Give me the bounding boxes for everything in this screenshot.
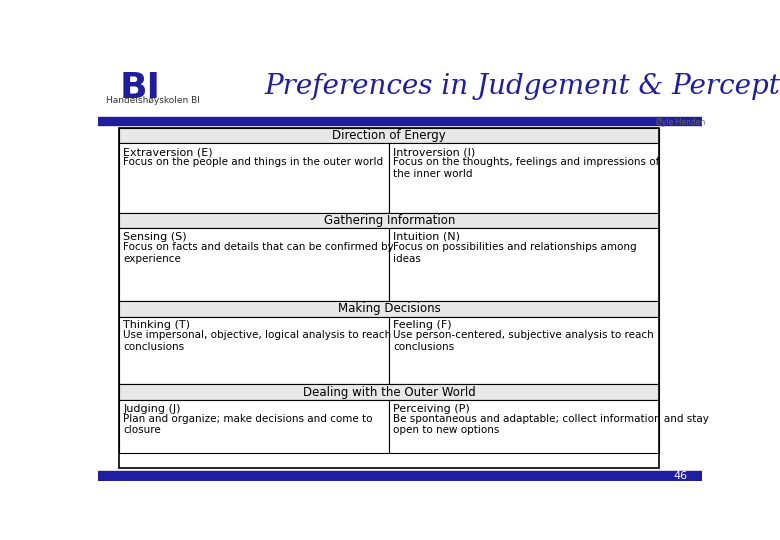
Bar (119, 143, 389, 213)
Bar (119, 400, 389, 453)
Text: Sensing (S): Sensing (S) (123, 232, 186, 242)
Text: Focus on facts and details that can be confirmed by
experience: Focus on facts and details that can be c… (123, 242, 394, 264)
Bar (119, 301, 659, 316)
Bar (389, 228, 659, 301)
Bar (389, 143, 659, 213)
Text: Judging (J): Judging (J) (123, 403, 181, 414)
Text: Øyle Henden: Øyle Henden (655, 118, 705, 127)
Text: Preferences in Judgement & Perception: Preferences in Judgement & Perception (264, 73, 780, 100)
Text: Perceiving (P): Perceiving (P) (393, 403, 470, 414)
Bar (119, 128, 659, 143)
Text: Handelshøyskolen BI: Handelshøyskolen BI (106, 97, 200, 105)
Text: Focus on the thoughts, feelings and impressions of
the inner world: Focus on the thoughts, feelings and impr… (393, 157, 660, 179)
Bar (119, 316, 389, 384)
Bar (119, 213, 659, 228)
Text: Focus on possibilities and relationships among
ideas: Focus on possibilities and relationships… (393, 242, 636, 264)
Bar (389, 400, 659, 453)
Text: Use person-centered, subjective analysis to reach
conclusions: Use person-centered, subjective analysis… (393, 330, 654, 352)
Text: Introversion (I): Introversion (I) (393, 147, 476, 157)
Text: Focus on the people and things in the outer world: Focus on the people and things in the ou… (123, 157, 383, 167)
Text: Be spontaneous and adaptable; collect information and stay
open to new options: Be spontaneous and adaptable; collect in… (393, 414, 709, 435)
Bar (119, 384, 659, 400)
Text: Feeling (F): Feeling (F) (393, 320, 452, 330)
Bar (119, 228, 389, 301)
Text: Use impersonal, objective, logical analysis to reach
conclusions: Use impersonal, objective, logical analy… (123, 330, 392, 352)
Bar (98, 117, 702, 125)
Text: Extraversion (E): Extraversion (E) (123, 147, 213, 157)
Text: Dealing with the Outer World: Dealing with the Outer World (303, 386, 476, 399)
Bar (98, 470, 702, 481)
Text: Intuition (N): Intuition (N) (393, 232, 460, 242)
Bar (98, 65, 702, 117)
Text: BI: BI (119, 71, 161, 105)
Text: Gathering Information: Gathering Information (324, 214, 455, 227)
Text: Thinking (T): Thinking (T) (123, 320, 190, 330)
Bar (119, 128, 659, 468)
Bar (389, 316, 659, 384)
Text: Plan and organize; make decisions and come to
closure: Plan and organize; make decisions and co… (123, 414, 373, 435)
Text: Making Decisions: Making Decisions (338, 302, 441, 315)
Text: 46: 46 (674, 470, 688, 481)
Text: Direction of Energy: Direction of Energy (332, 129, 446, 142)
